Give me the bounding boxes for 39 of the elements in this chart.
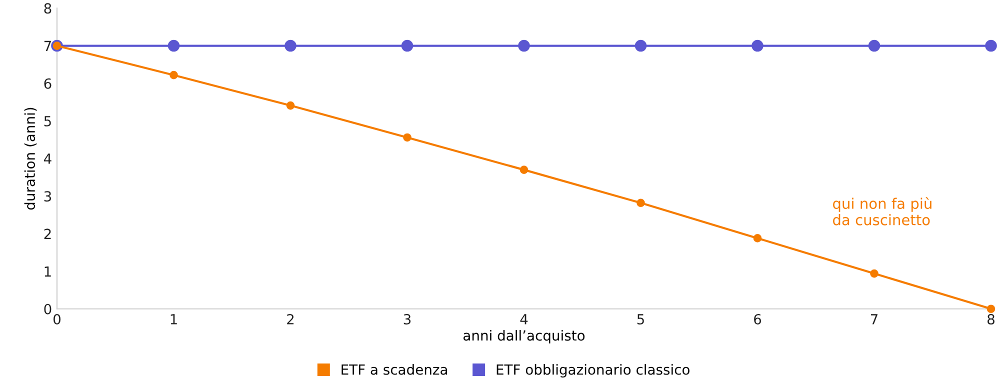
x-tick-label: 8 <box>988 314 994 324</box>
annotation: qui non fa più da cuscinetto <box>833 197 932 226</box>
point <box>403 133 412 142</box>
x-tick-label: 3 <box>404 314 411 324</box>
point <box>401 40 414 52</box>
legend-label: ETF obbligazionario classico <box>496 364 690 378</box>
x-tick-label: 0 <box>53 314 60 324</box>
point <box>284 40 296 52</box>
legend-label: ETF a scadenza <box>342 364 447 375</box>
point <box>753 234 762 242</box>
point <box>636 198 645 208</box>
point <box>520 166 528 174</box>
y-tick-label: 8 <box>44 3 52 14</box>
x-tick-label: 4 <box>520 314 528 324</box>
x-axis-title: anni dall’acquisto <box>464 330 585 344</box>
point <box>870 269 878 278</box>
y-tick-label: 4 <box>44 154 52 164</box>
point <box>634 40 647 52</box>
y-tick-label: 2 <box>44 228 51 239</box>
y-tick-label: 1 <box>44 266 51 277</box>
y-tick-label: 0 <box>44 304 52 314</box>
x-tick-label: 2 <box>287 314 294 324</box>
point <box>868 40 880 52</box>
y-tick-label: 7 <box>44 40 51 52</box>
point <box>168 40 180 52</box>
x-tick-label: 6 <box>754 314 762 324</box>
y-tick-label: 3 <box>44 191 52 202</box>
y-axis-title: duration (anni) <box>24 108 37 210</box>
point <box>986 304 996 314</box>
x-tick-label: 1 <box>170 314 177 324</box>
point <box>170 70 178 80</box>
point <box>518 40 530 52</box>
point <box>985 40 997 52</box>
point <box>286 101 295 110</box>
y-tick-label: 5 <box>44 116 51 126</box>
x-tick-label: 7 <box>870 314 878 324</box>
point <box>752 40 764 52</box>
x-tick-label: 5 <box>637 314 644 324</box>
y-tick-label: 6 <box>44 78 52 89</box>
